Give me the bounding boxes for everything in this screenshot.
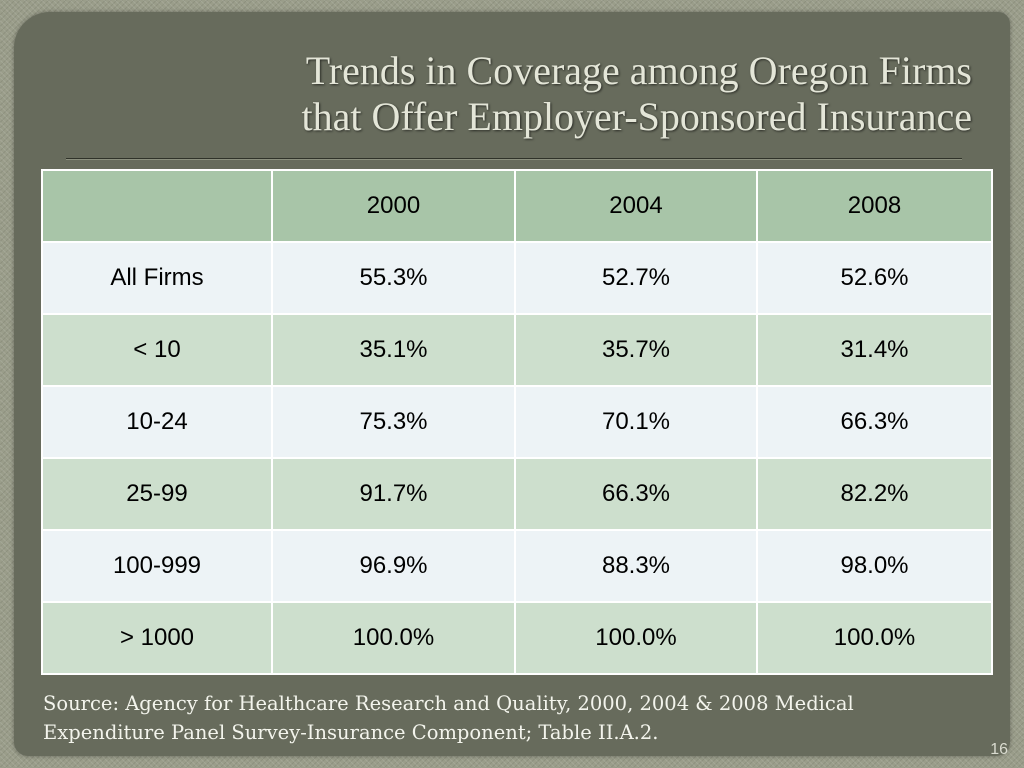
table-cell: 66.3% — [514, 457, 758, 531]
table-cell: 75.3% — [271, 385, 516, 459]
table-cell: 52.6% — [756, 241, 993, 315]
table-cell: 35.1% — [271, 313, 516, 387]
table-row: 100-999 96.9% 88.3% 98.0% — [41, 529, 993, 603]
source-line-2: Expenditure Panel Survey-Insurance Compo… — [43, 721, 659, 744]
slide-number: 16 — [990, 741, 1008, 758]
row-label: 25-99 — [41, 457, 273, 531]
coverage-table: 2000 2004 2008 All Firms 55.3% 52.7% 52.… — [41, 169, 993, 675]
row-label: 10-24 — [41, 385, 273, 459]
header-cell-corner — [41, 169, 273, 243]
table-cell: 100.0% — [756, 601, 993, 675]
table-cell: 35.7% — [514, 313, 758, 387]
table-cell: 98.0% — [756, 529, 993, 603]
header-cell-2000: 2000 — [271, 169, 516, 243]
table-row: All Firms 55.3% 52.7% 52.6% — [41, 241, 993, 315]
row-label: All Firms — [41, 241, 273, 315]
title-line-2: that Offer Employer-Sponsored Insurance — [301, 94, 972, 139]
table-cell: 55.3% — [271, 241, 516, 315]
slide-title: Trends in Coverage among Oregon Firms th… — [72, 48, 972, 140]
row-label: < 10 — [41, 313, 273, 387]
table-cell: 100.0% — [271, 601, 516, 675]
table-row: 10-24 75.3% 70.1% 66.3% — [41, 385, 993, 459]
source-line-1: Source: Agency for Healthcare Research a… — [43, 692, 854, 715]
table-cell: 52.7% — [514, 241, 758, 315]
table-cell: 82.2% — [756, 457, 993, 531]
title-divider — [66, 158, 962, 160]
table-cell: 91.7% — [271, 457, 516, 531]
table-row: > 1000 100.0% 100.0% 100.0% — [41, 601, 993, 675]
table-header-row: 2000 2004 2008 — [41, 169, 993, 243]
title-line-1: Trends in Coverage among Oregon Firms — [305, 48, 972, 93]
table-cell: 31.4% — [756, 313, 993, 387]
table-cell: 66.3% — [756, 385, 993, 459]
header-cell-2008: 2008 — [756, 169, 993, 243]
table-cell: 96.9% — [271, 529, 516, 603]
table-row: 25-99 91.7% 66.3% 82.2% — [41, 457, 993, 531]
source-note: Source: Agency for Healthcare Research a… — [43, 689, 993, 747]
table-row: < 10 35.1% 35.7% 31.4% — [41, 313, 993, 387]
table-cell: 100.0% — [514, 601, 758, 675]
table-cell: 70.1% — [514, 385, 758, 459]
header-cell-2004: 2004 — [514, 169, 758, 243]
row-label: > 1000 — [41, 601, 273, 675]
row-label: 100-999 — [41, 529, 273, 603]
table-cell: 88.3% — [514, 529, 758, 603]
